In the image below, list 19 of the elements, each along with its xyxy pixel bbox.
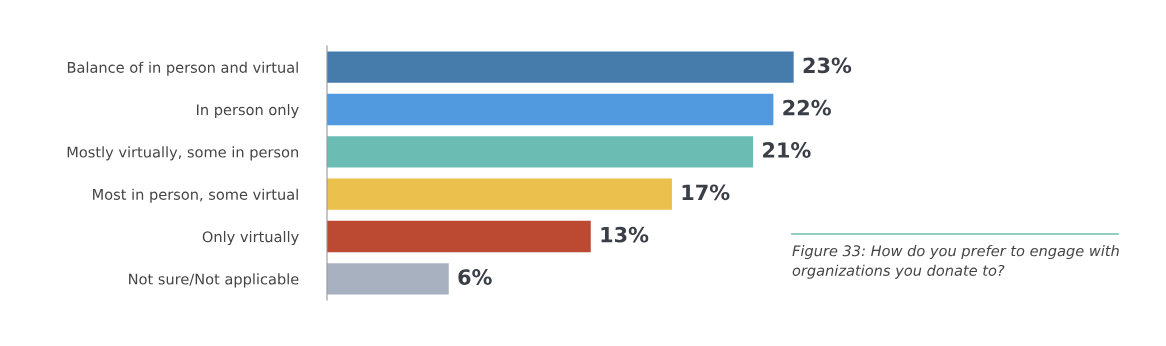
y-tick-label: Balance of in person and virtual [67, 61, 298, 76]
data-label: 17% [682, 184, 730, 201]
bar [327, 136, 754, 168]
data-label: 6% [458, 269, 492, 285]
bar [327, 93, 774, 126]
y-tick-label: Only virtually [202, 230, 299, 246]
bar [327, 178, 672, 210]
data-label: 21% [763, 142, 811, 158]
data-label: 23% [803, 57, 852, 74]
bar [327, 263, 449, 295]
bar [327, 51, 794, 83]
y-tick-label: Most in person, some virtual [93, 188, 298, 203]
bar [327, 220, 591, 253]
data-label: 13% [601, 226, 649, 243]
data-label: 22% [783, 99, 831, 116]
annotation: Figure 33: How do you prefer to engage with organizations you donate to? [792, 245, 1119, 279]
y-tick-label: Not sure/Not applicable [129, 273, 299, 288]
y-tick-label: In person only [197, 103, 299, 119]
y-tick-label: Mostly virtually, some in person [67, 146, 298, 161]
